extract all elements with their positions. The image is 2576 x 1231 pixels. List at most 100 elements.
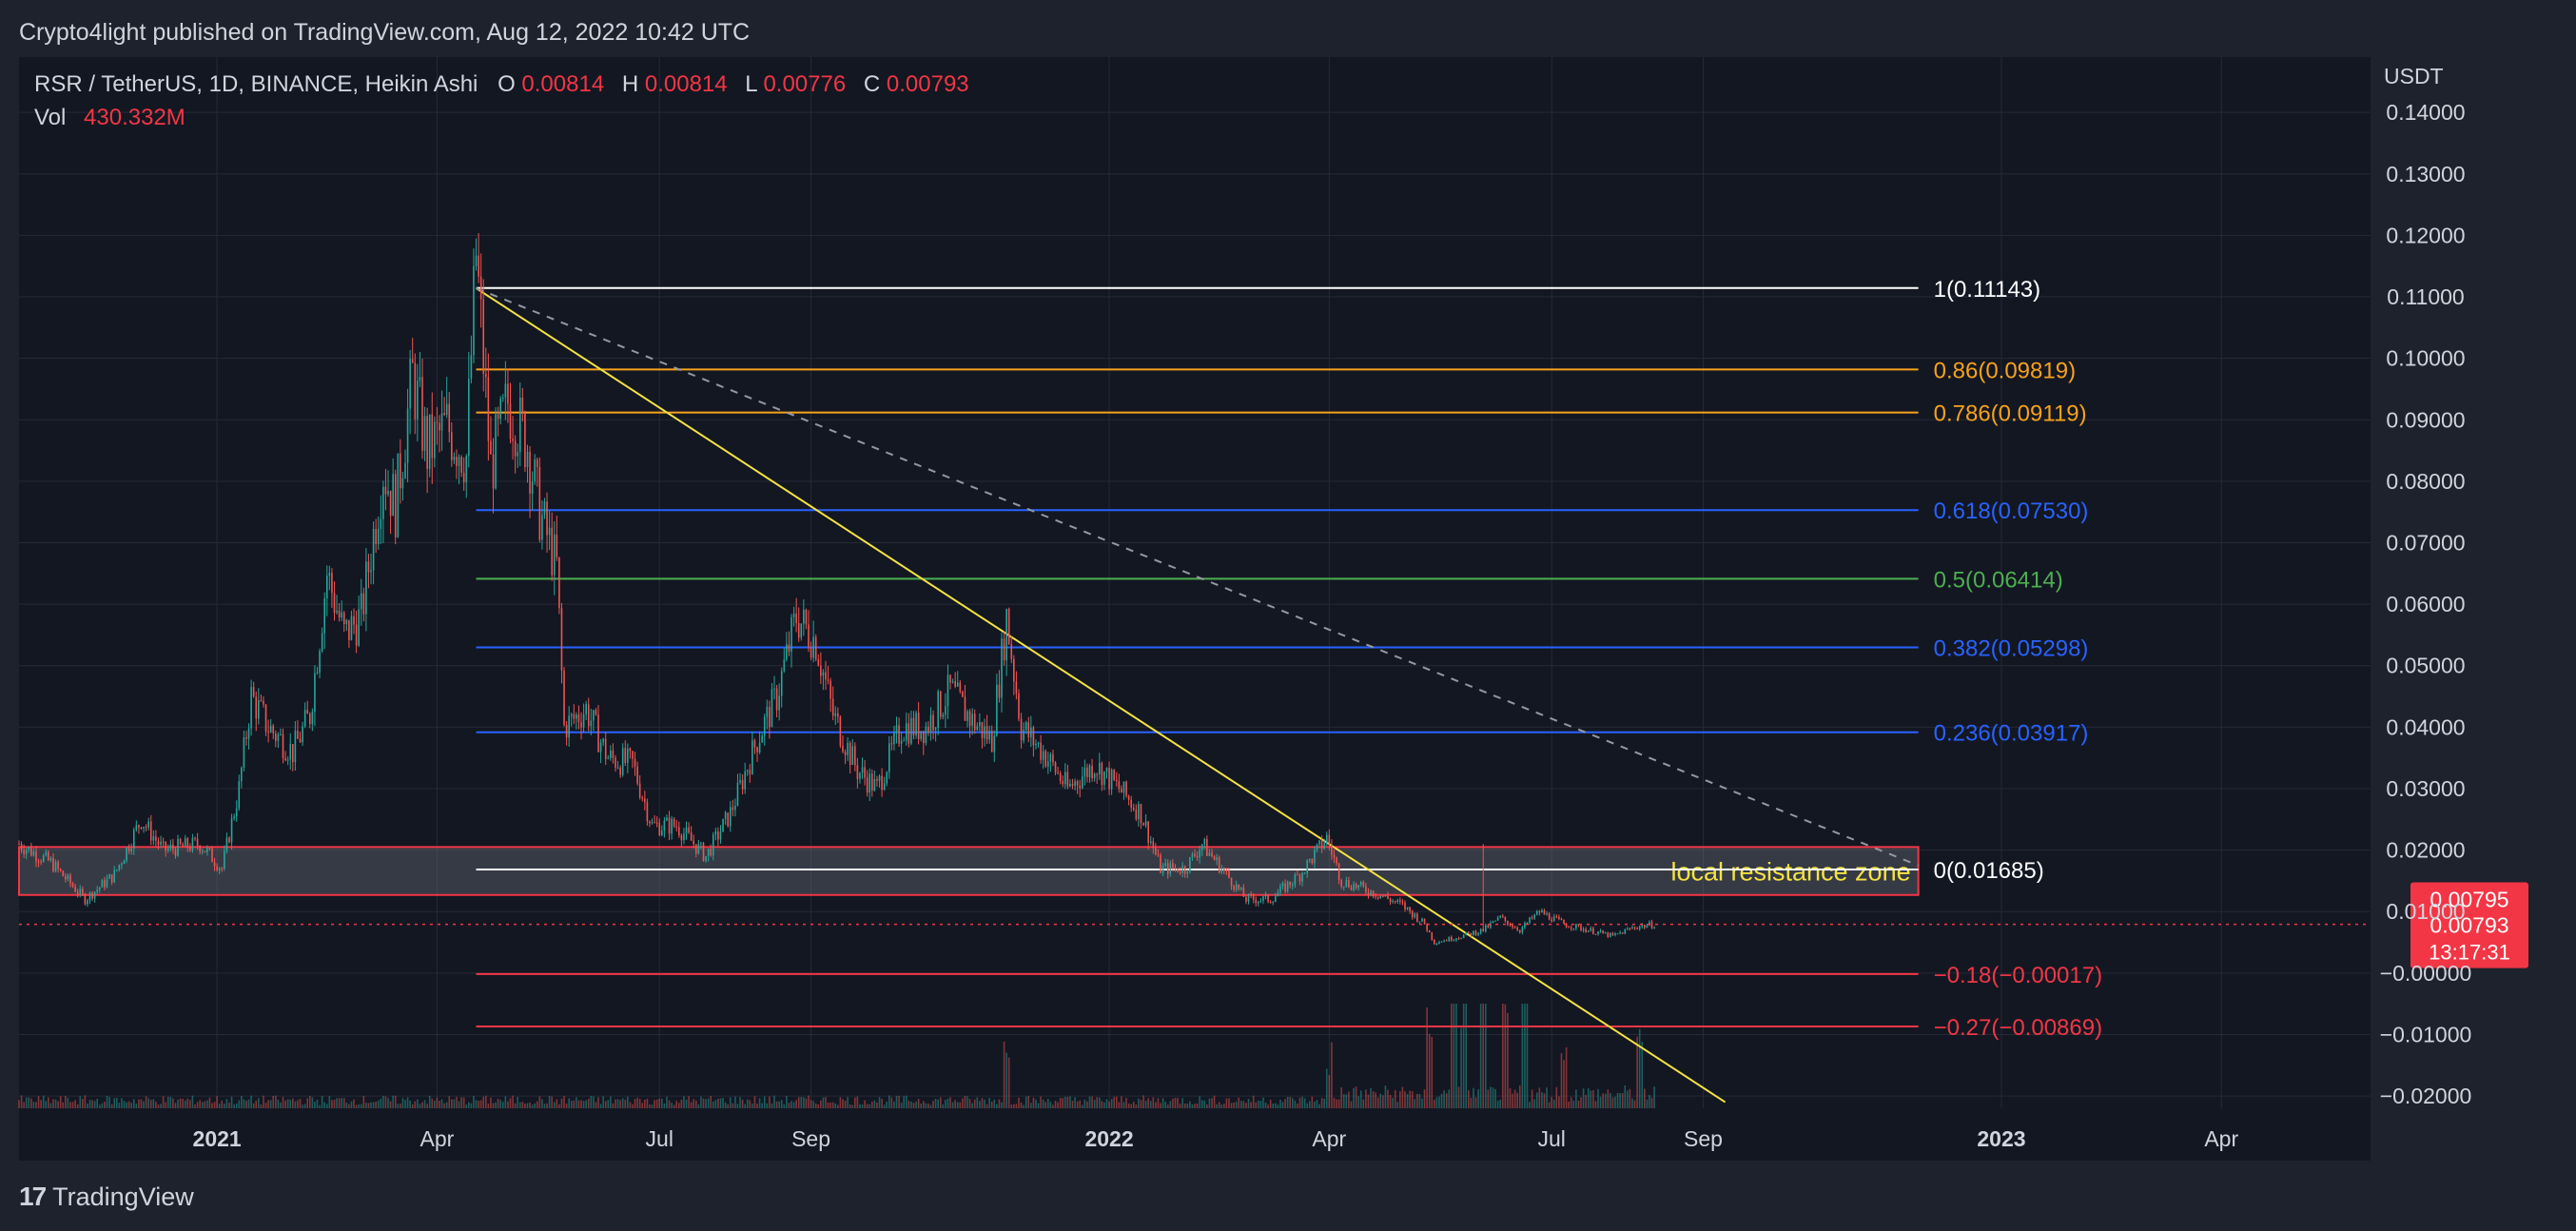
candle-body	[758, 742, 761, 752]
candle-body	[160, 841, 162, 846]
volume-bar	[829, 1102, 831, 1108]
volume-bar	[115, 1097, 118, 1108]
candle-body	[1181, 866, 1183, 873]
candle-body	[1001, 638, 1003, 698]
volume-bar	[1638, 1028, 1641, 1108]
tradingview-logo[interactable]: 17 TradingView	[19, 1182, 194, 1212]
candle-body	[67, 874, 69, 880]
volume-bar	[1323, 1098, 1325, 1108]
candle-body	[694, 844, 697, 854]
volume-bar	[392, 1095, 394, 1108]
volume-bar	[1294, 1100, 1297, 1108]
candle-body	[358, 609, 360, 646]
candle-body	[925, 726, 927, 744]
candle-body	[495, 414, 497, 489]
volume-bar	[1357, 1096, 1359, 1108]
volume-bar	[546, 1103, 548, 1108]
candle-body	[1367, 891, 1370, 895]
candle-body	[512, 439, 514, 441]
volume-bar	[1487, 1089, 1490, 1108]
candle-body	[1392, 901, 1394, 903]
volume-bar	[1105, 1099, 1108, 1108]
candle-body	[1223, 869, 1225, 870]
candle-body	[1457, 938, 1460, 940]
candle-body	[761, 735, 763, 743]
candle-body	[927, 726, 929, 733]
volume-bar	[345, 1102, 348, 1108]
candle-body	[57, 862, 59, 870]
candle-body	[1333, 854, 1336, 858]
fib-level-label: −0.27(−0.00869)	[1934, 1015, 2102, 1041]
candle-body	[1552, 916, 1555, 922]
candle-body	[1496, 917, 1499, 921]
axis-unit-label: USDT	[2384, 64, 2444, 88]
volume-bar	[1086, 1101, 1088, 1108]
volume-bar	[518, 1102, 521, 1108]
candle-body	[1235, 884, 1238, 890]
candle-body	[1587, 930, 1590, 932]
candle-body	[993, 735, 996, 752]
volume-bar	[1308, 1101, 1311, 1108]
y-tick-label: −0.01000	[2380, 1022, 2472, 1046]
volume-bar	[1474, 1097, 1477, 1108]
candle-body	[844, 752, 847, 755]
volume-bar	[1259, 1101, 1262, 1108]
candle-body	[406, 408, 409, 463]
candle-body	[688, 827, 690, 833]
candle-body	[1230, 877, 1233, 887]
candle-body	[509, 403, 512, 440]
volume-bar	[104, 1102, 106, 1108]
candle-body	[479, 276, 482, 300]
volume-bar	[1003, 1041, 1005, 1108]
candle-body	[1599, 930, 1602, 932]
candle-body	[1585, 928, 1587, 932]
candle-body	[1382, 895, 1384, 897]
fibonacci-retracement[interactable]: 1(0.11143) 0.86(0.09819) 0.786(0.09119) 0.6…	[476, 277, 2103, 1041]
candle-body	[1516, 928, 1518, 930]
volume-bar	[1306, 1103, 1309, 1108]
candle-body	[179, 838, 182, 845]
volume-bar	[277, 1099, 280, 1108]
candle-body	[49, 858, 52, 861]
candle-body	[1337, 863, 1340, 881]
volume-bar	[526, 1103, 529, 1108]
volume-bar	[1018, 1097, 1020, 1108]
volume-bar	[907, 1101, 910, 1108]
time-axis[interactable]: 2021 Apr Jul Sep 2022 Apr Jul Sep 2023 Apr	[193, 1126, 2239, 1151]
volume-bar	[1538, 1087, 1541, 1108]
volume-bar	[282, 1096, 284, 1108]
volume-bar	[558, 1104, 560, 1108]
candle-body	[88, 892, 91, 901]
candle-body	[663, 820, 666, 830]
fib-level-label: 0.86(0.09819)	[1934, 358, 2076, 383]
price-axis[interactable]: USDT 0.14000 0.13000 0.12000 0.11000 0.10000…	[2380, 64, 2472, 1108]
trendlines[interactable]	[475, 287, 1919, 1104]
candle-body	[82, 889, 84, 894]
volume-bar	[962, 1098, 964, 1108]
candle-body	[551, 527, 553, 576]
candle-body	[423, 416, 426, 451]
candle-body	[1161, 865, 1164, 873]
volume-bar	[123, 1101, 126, 1108]
volume-bar	[810, 1100, 812, 1108]
candle-body	[468, 379, 470, 457]
volume-bar	[693, 1099, 695, 1108]
candle-body	[282, 733, 284, 758]
candle-body	[812, 636, 814, 658]
candle-body	[1563, 919, 1565, 925]
candle-body	[1572, 928, 1575, 930]
volume-bar	[52, 1099, 54, 1108]
candle-body	[890, 743, 893, 745]
candle-body	[1308, 858, 1311, 861]
volume-bar	[1250, 1102, 1252, 1108]
volume-bar	[1367, 1094, 1370, 1108]
chart-pane[interactable]	[19, 57, 2371, 1161]
volume-bar	[593, 1096, 595, 1108]
candle-body	[666, 817, 668, 821]
volume-bar	[651, 1104, 654, 1108]
candle-body	[959, 682, 962, 692]
candle-body	[898, 725, 900, 744]
candle-body	[1203, 839, 1206, 845]
volume-bar	[688, 1096, 690, 1108]
